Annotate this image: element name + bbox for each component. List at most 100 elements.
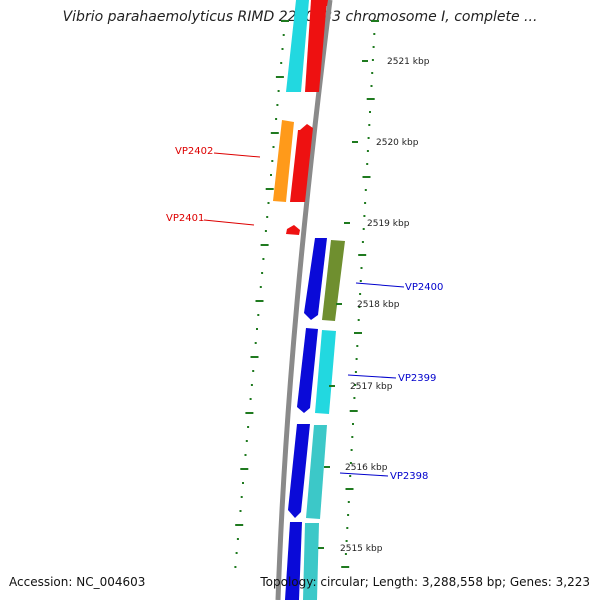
gc-tick <box>350 449 353 451</box>
gc-tick <box>249 398 252 400</box>
kbp-label: 2518 kbp <box>357 300 400 310</box>
gc-tick <box>360 267 363 269</box>
gc-tick <box>261 272 264 274</box>
gc-tick <box>281 48 284 50</box>
gc-tick <box>368 124 371 126</box>
gc-tick <box>272 146 275 148</box>
gene-label-vp2398[interactable]: VP2398 <box>390 471 428 482</box>
kbp-tick <box>318 547 324 549</box>
gc-tick <box>244 454 247 456</box>
gc-tick <box>250 356 259 358</box>
gene-feature-orange-vp2402[interactable] <box>273 120 294 202</box>
gc-tick <box>270 174 272 176</box>
kbp-tick <box>336 303 342 305</box>
gene-label-vp2401[interactable]: VP2401 <box>166 213 204 224</box>
gc-content-ticks-outer <box>341 20 379 568</box>
gc-tick <box>358 254 367 256</box>
gc-tick <box>347 514 350 516</box>
gene-feature-vp2399[interactable] <box>315 330 336 414</box>
kbp-tick <box>352 141 358 143</box>
gc-tick <box>372 46 375 48</box>
gc-tick <box>362 228 365 230</box>
gene-feature-blue-vp2398[interactable] <box>288 424 310 518</box>
gc-tick <box>252 370 255 372</box>
gc-tick <box>371 72 374 74</box>
gene-feature-vp2398[interactable] <box>306 425 327 519</box>
gc-tick <box>270 132 279 134</box>
gene-label-vp2399[interactable]: VP2399 <box>398 373 436 384</box>
gc-tick <box>280 62 283 64</box>
label-line-vp2400 <box>355 282 405 288</box>
kbp-scale: 2521 kbp 2520 kbp 2519 kbp 2518 kbp 2517 kbp… <box>318 57 430 554</box>
gc-tick <box>259 286 262 288</box>
gc-content-ticks-inner <box>234 20 289 568</box>
gc-tick <box>341 566 350 568</box>
label-line-vp2401 <box>203 219 255 226</box>
gc-tick <box>254 342 257 344</box>
gc-tick <box>353 397 356 399</box>
gc-tick <box>275 76 284 78</box>
kbp-label: 2521 kbp <box>387 57 430 67</box>
kbp-label: 2515 kbp <box>340 544 383 554</box>
gc-tick <box>370 85 373 87</box>
gc-tick <box>359 280 362 282</box>
gc-tick <box>367 137 370 139</box>
gc-tick <box>275 118 278 120</box>
label-line-vp2398 <box>339 472 389 477</box>
gc-tick <box>364 202 367 204</box>
kbp-label: 2516 kbp <box>345 463 388 473</box>
gene-feature-cyan-top[interactable] <box>286 0 309 92</box>
gc-tick <box>247 426 250 428</box>
gene-feature-vp2402[interactable] <box>290 124 313 202</box>
gc-tick <box>354 371 357 373</box>
gc-tick <box>255 300 264 302</box>
kbp-tick <box>329 385 335 387</box>
gc-tick <box>282 34 285 36</box>
gc-tick <box>363 215 366 217</box>
gc-tick <box>358 306 361 308</box>
gene-feature-blue-vp2399[interactable] <box>297 328 318 413</box>
gc-tick <box>256 328 258 330</box>
gc-tick <box>266 216 269 218</box>
gc-tick <box>345 540 348 542</box>
accession-text: Accession: NC_004603 <box>9 575 146 589</box>
gc-tick <box>242 482 244 484</box>
gc-tick <box>276 104 279 106</box>
label-line-vp2402 <box>213 152 261 158</box>
gc-tick <box>352 423 354 425</box>
gc-tick <box>264 230 267 232</box>
gene-label-vp2400[interactable]: VP2400 <box>405 282 443 293</box>
gc-tick <box>277 90 280 92</box>
label-line-vp2399 <box>347 374 397 379</box>
gene-feature-red-top-stub[interactable] <box>315 0 328 6</box>
gene-feature-teal-bottom[interactable] <box>303 523 319 600</box>
gene-feature-vp2400[interactable] <box>322 240 345 321</box>
gc-tick <box>371 20 379 22</box>
gc-tick <box>245 440 248 442</box>
gc-tick <box>234 566 237 568</box>
gc-tick <box>355 358 358 360</box>
gc-tick <box>262 258 265 260</box>
kbp-tick <box>362 60 368 62</box>
gc-tick <box>344 553 347 555</box>
gene-label-vp2402[interactable]: VP2402 <box>175 146 213 157</box>
gene-feature-blue-vp2400[interactable] <box>304 238 327 320</box>
gc-tick <box>362 176 371 178</box>
gc-tick <box>267 202 270 204</box>
gc-tick <box>346 527 349 529</box>
gc-tick <box>235 524 244 526</box>
gc-tick <box>257 314 260 316</box>
kbp-tick <box>324 466 330 468</box>
gc-tick <box>347 501 350 503</box>
gc-tick <box>349 410 358 412</box>
kbp-label: 2517 kbp <box>350 382 393 392</box>
gc-tick <box>369 111 371 113</box>
gc-tick <box>240 496 243 498</box>
gene-feature-blue-bottom[interactable] <box>285 522 302 600</box>
gene-feature-red-top[interactable] <box>305 0 327 92</box>
kbp-tick <box>344 222 350 224</box>
kbp-label: 2519 kbp <box>367 219 410 229</box>
gene-feature-vp2401[interactable] <box>286 225 300 235</box>
gc-tick <box>371 59 374 61</box>
